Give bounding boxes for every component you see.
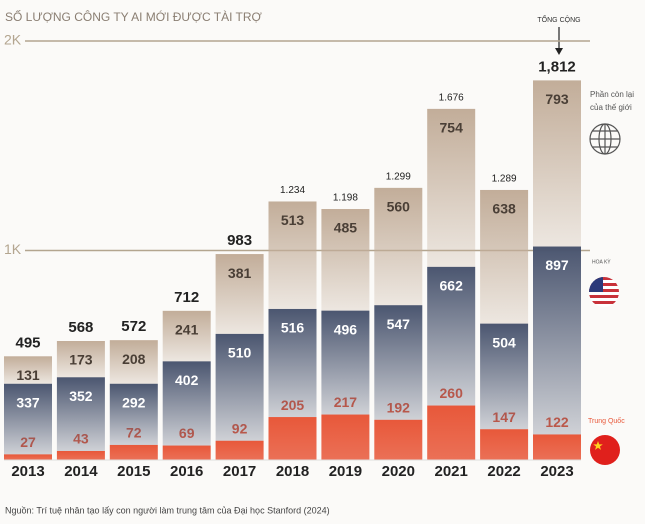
x-tick-label: 2020 (382, 463, 415, 480)
data-label: 754 (440, 120, 464, 136)
bar-segment (268, 308, 317, 418)
total-label: 1,812 (538, 58, 576, 75)
bar-segment (374, 187, 423, 306)
data-label: 352 (69, 388, 93, 404)
bar-segment (162, 361, 211, 446)
data-label: 402 (175, 372, 199, 388)
x-tick-label: 2022 (487, 463, 520, 480)
bar-segment (215, 254, 264, 334)
bar-segment (4, 454, 52, 460)
us-flag-icon (589, 277, 619, 307)
bar-segment (321, 209, 370, 311)
annotation-arrow-head (555, 48, 563, 55)
bar-segment (4, 356, 52, 384)
data-label: 241 (175, 322, 199, 338)
total-label: 983 (227, 232, 252, 249)
bar-segment (56, 341, 105, 378)
bar-segment (533, 434, 581, 460)
data-label: 337 (16, 394, 40, 410)
bar-segment (321, 310, 370, 415)
bar-segment (215, 440, 264, 460)
y-tick-label: 2K (4, 32, 22, 48)
bar-segment (109, 340, 158, 384)
total-label: 1.198 (333, 193, 358, 204)
data-label: 485 (334, 220, 358, 236)
x-tick-label: 2016 (170, 463, 203, 480)
legend-label: Trung Quốc (588, 416, 625, 425)
x-tick-label: 2015 (117, 463, 150, 480)
data-label: 638 (492, 201, 516, 217)
data-label: 897 (545, 257, 569, 273)
legend-label: HOA KỲ (592, 258, 611, 265)
bar-segment (480, 323, 529, 430)
data-label: 560 (387, 199, 411, 215)
total-label: 495 (15, 334, 40, 351)
bar-segment (427, 405, 476, 460)
bar-segment (56, 377, 105, 451)
x-tick-label: 2023 (540, 463, 573, 480)
chart-title: SỐ LƯỢNG CÔNG TY AI MỚI ĐƯỢC TÀI TRỢ (5, 9, 263, 24)
data-label: 381 (228, 265, 252, 281)
total-label: 1.676 (439, 93, 464, 104)
data-label: 516 (281, 320, 305, 336)
legend-label: Phần còn lại của thế giới (590, 90, 635, 112)
total-label: 712 (174, 289, 199, 306)
bar-segment (533, 80, 581, 247)
data-label: 496 (334, 321, 358, 337)
data-label: 173 (69, 352, 93, 368)
data-label: 510 (228, 345, 252, 361)
data-label: 513 (281, 212, 305, 228)
data-label: 793 (545, 91, 569, 107)
data-label: 208 (122, 351, 146, 367)
total-label: 568 (68, 319, 93, 336)
total-label: 1.234 (280, 185, 305, 196)
bar-segment (162, 445, 211, 460)
x-tick-label: 2017 (223, 463, 256, 480)
x-tick-label: 2013 (11, 463, 44, 480)
y-tick-label: 1K (4, 241, 22, 257)
bar-segment (109, 444, 158, 460)
bar-segment (268, 417, 317, 460)
bar-segment (533, 246, 581, 435)
bar-segment (4, 383, 52, 455)
bar-segment (215, 333, 264, 441)
data-label: 504 (492, 334, 516, 350)
x-tick-label: 2018 (276, 463, 309, 480)
data-label: 131 (16, 367, 40, 383)
x-tick-label: 2014 (64, 463, 98, 480)
bar-segment (56, 450, 105, 460)
bar-segment (374, 305, 423, 420)
x-tick-label: 2021 (435, 463, 468, 480)
bar-segment (162, 310, 211, 362)
annotation: TỔNG CỘNG (537, 15, 580, 24)
bar-segment (480, 429, 529, 460)
china-flag-icon (590, 435, 620, 465)
bar-segment (427, 108, 476, 267)
bar-segment (268, 201, 317, 309)
bar-segment (427, 266, 476, 406)
total-label: 1.289 (492, 174, 517, 185)
bar-segment (321, 414, 370, 460)
bar-segment (374, 419, 423, 460)
bar-segment (109, 383, 158, 445)
data-label: 292 (122, 394, 146, 410)
source: Nguồn: Trí tuệ nhân tạo lấy con người là… (5, 505, 330, 515)
bar-segment (480, 189, 529, 324)
total-label: 1.299 (386, 172, 411, 183)
data-label: 662 (440, 278, 464, 294)
total-label: 572 (121, 318, 146, 335)
data-label: 547 (387, 316, 411, 332)
x-tick-label: 2019 (329, 463, 362, 480)
globe-icon (589, 123, 621, 155)
